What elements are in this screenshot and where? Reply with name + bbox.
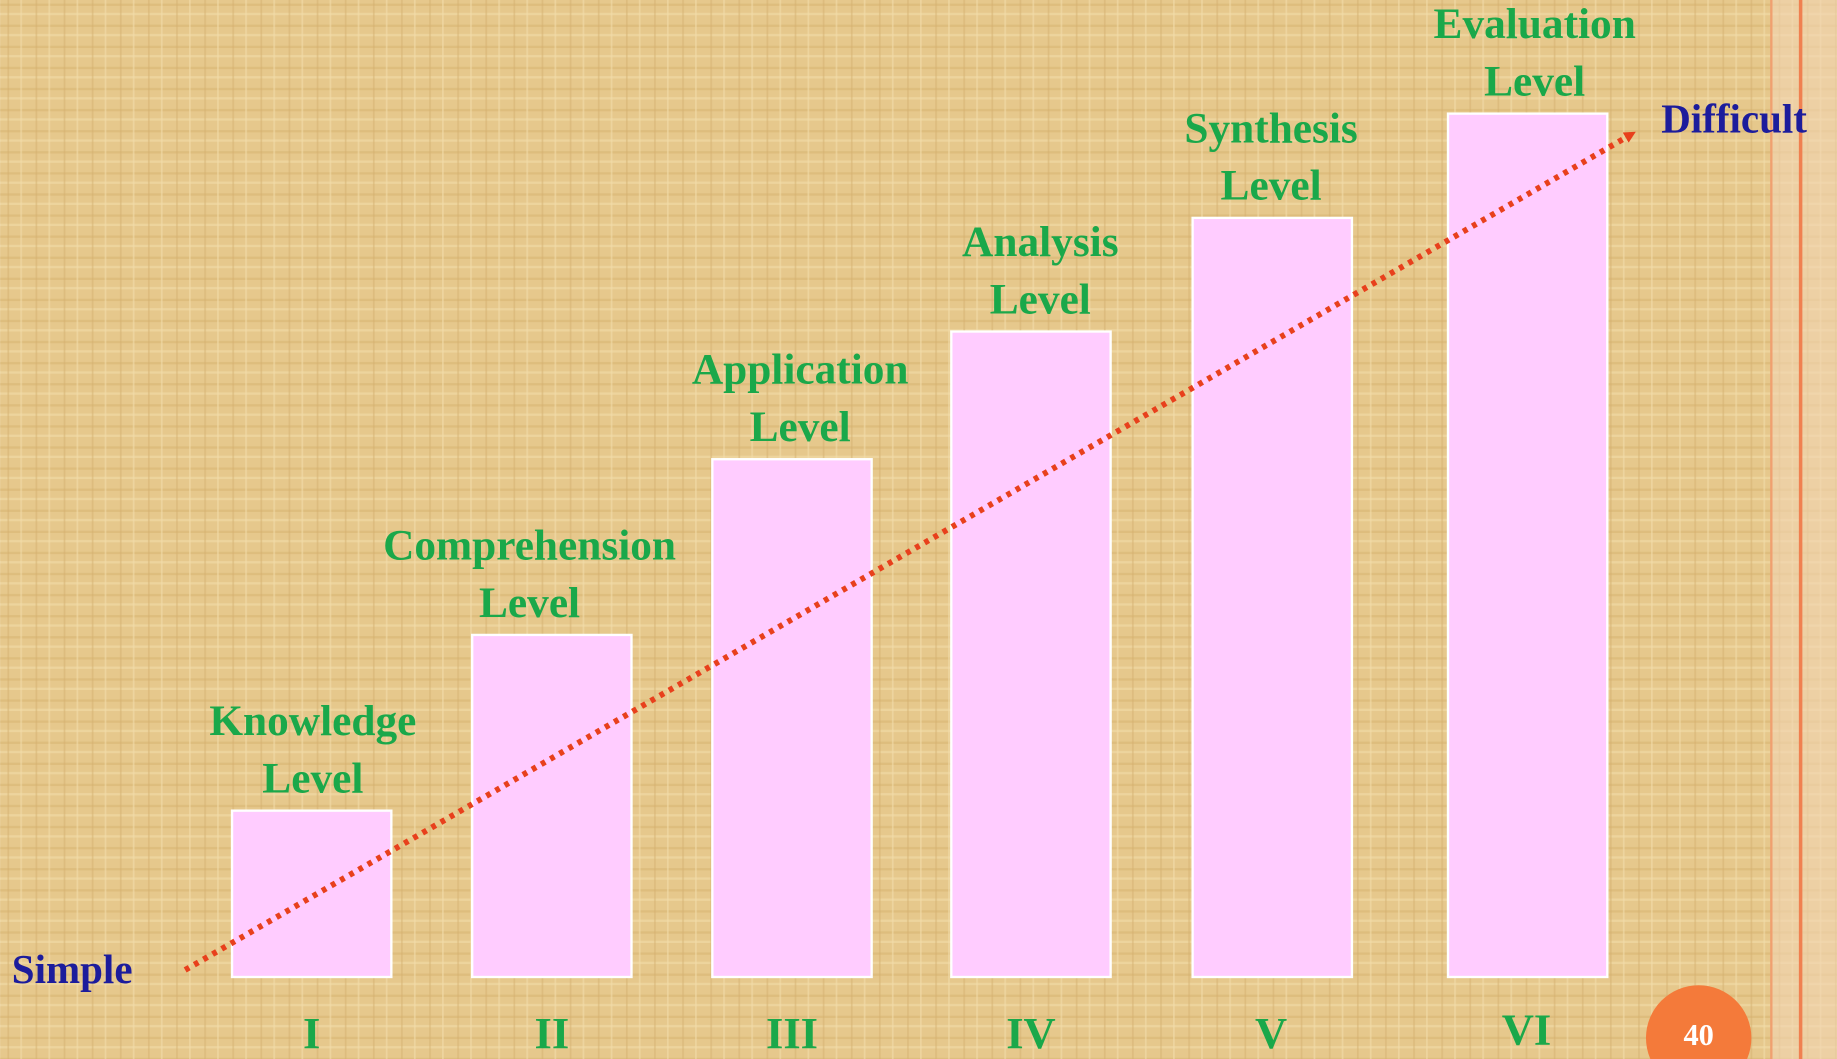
level-label: Level bbox=[1221, 162, 1322, 210]
level-numeral: IV bbox=[1006, 1008, 1055, 1058]
level-label: Level bbox=[262, 754, 363, 802]
page-badge bbox=[1645, 985, 1752, 1059]
level-numeral: V bbox=[1255, 1008, 1287, 1058]
level-label: Application bbox=[692, 346, 909, 394]
level-label: Knowledge bbox=[209, 697, 416, 745]
side-band bbox=[1771, 0, 1837, 1059]
page-number: 40 bbox=[1683, 1018, 1713, 1052]
level-bar bbox=[1446, 112, 1609, 979]
level-bar bbox=[471, 633, 633, 979]
level-label: Evaluation bbox=[1434, 0, 1636, 48]
difficulty-arrow bbox=[183, 131, 1636, 973]
level-label: Synthesis bbox=[1184, 104, 1357, 152]
end-label: Difficult bbox=[1661, 95, 1807, 141]
level-numeral: VI bbox=[1502, 1005, 1551, 1055]
level-numeral: II bbox=[535, 1008, 570, 1058]
level-label: Comprehension bbox=[383, 521, 676, 569]
level-label: Level bbox=[750, 403, 851, 451]
level-bar bbox=[1191, 216, 1354, 979]
level-numeral: I bbox=[303, 1008, 320, 1058]
level-numeral: III bbox=[766, 1008, 818, 1058]
level-label: Analysis bbox=[962, 218, 1119, 266]
start-label: Simple bbox=[12, 946, 133, 992]
level-label: Level bbox=[1484, 57, 1585, 105]
level-bar bbox=[711, 458, 873, 979]
level-bar bbox=[950, 330, 1112, 979]
level-label: Level bbox=[479, 579, 580, 627]
level-label: Level bbox=[990, 275, 1091, 323]
